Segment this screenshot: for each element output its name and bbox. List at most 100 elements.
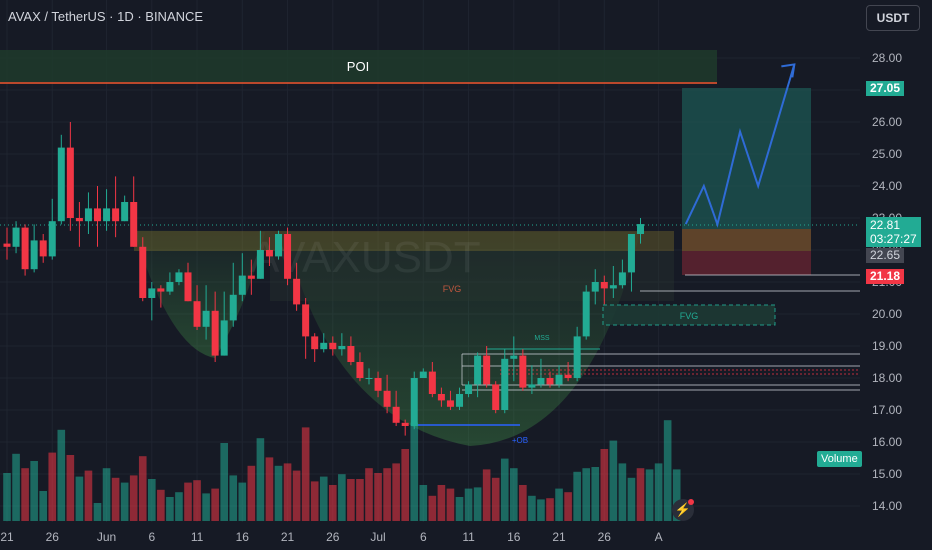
target-price-tag: 27.05	[866, 81, 905, 96]
candle-body	[229, 294, 237, 321]
volume-bar	[446, 488, 455, 521]
x-tick-label: 26	[598, 530, 612, 544]
volume-bar	[93, 503, 102, 521]
volume-bar	[654, 463, 663, 521]
volume-bar	[636, 468, 645, 521]
currency-button[interactable]: USDT	[866, 5, 920, 31]
volume-bar	[500, 458, 509, 521]
candle-body	[130, 202, 138, 247]
candle-body	[112, 208, 120, 222]
candle-body	[275, 234, 282, 257]
volume-bar	[202, 493, 210, 521]
x-tick-label: 6	[148, 530, 155, 544]
candle-body	[21, 227, 29, 270]
volume-bar	[672, 469, 681, 521]
volume-bar	[663, 420, 672, 521]
volume-bar	[609, 440, 618, 521]
y-tick-label: 18.00	[872, 371, 902, 385]
candle-body	[609, 285, 617, 289]
candle-body	[211, 310, 219, 356]
volume-bar	[184, 482, 192, 521]
candle-body	[627, 234, 635, 273]
x-tick-label: Jun	[97, 530, 116, 544]
x-tick-label: A	[655, 530, 663, 544]
fvg-small-label: FVG	[680, 311, 699, 321]
volume-bar	[220, 443, 228, 521]
volume-bar	[265, 457, 274, 521]
candle-body	[383, 390, 391, 407]
x-tick-label: 11	[191, 530, 204, 544]
candle-body	[446, 400, 454, 407]
volume-bar	[84, 470, 93, 521]
volume-bar	[455, 497, 464, 521]
volume-bar	[437, 485, 446, 521]
candle-body	[347, 346, 355, 362]
y-tick-label: 24.00	[872, 179, 902, 193]
candles	[3, 122, 644, 436]
candle-body	[75, 218, 83, 222]
volume-bar	[338, 474, 346, 521]
fvg-small-zone	[602, 304, 776, 326]
volume-bar	[21, 468, 29, 521]
candle-body	[293, 278, 301, 305]
volume-bar	[510, 468, 518, 521]
y-tick-label: 20.00	[872, 307, 902, 321]
y-tick-label: 17.00	[872, 403, 902, 417]
candle-body	[510, 355, 518, 359]
volume-bar	[329, 485, 337, 521]
volume-bar	[482, 469, 491, 521]
candle-body	[139, 246, 147, 298]
volume-bar	[120, 482, 129, 521]
zones-layer	[0, 50, 860, 446]
candle-body	[465, 384, 473, 394]
volume-bar	[537, 499, 545, 521]
candle-body	[220, 320, 228, 356]
time-axis[interactable]: 21 26 Jun 6 11 16 21 26 Jul 6 11 16 21 26 A	[0, 530, 662, 544]
volume-bar	[383, 468, 391, 521]
volume-bar	[247, 465, 256, 521]
lightning-icon[interactable]: ⚡	[672, 499, 694, 521]
volume-bar	[148, 479, 156, 521]
symbol-title[interactable]: AVAX / TetherUS · 1D · BINANCE	[8, 9, 204, 24]
target-zone	[682, 88, 811, 229]
volume-bar	[564, 492, 572, 521]
volume-bar	[546, 498, 554, 521]
y-tick-label: 28.00	[872, 51, 902, 65]
candle-body	[320, 342, 328, 350]
candle-body	[456, 394, 463, 407]
volume-label: Volume	[817, 451, 862, 467]
notification-dot	[688, 499, 694, 505]
candle-body	[39, 240, 47, 257]
volume-bar	[374, 473, 382, 521]
candle-body	[419, 371, 427, 378]
candle-body	[103, 208, 111, 222]
candle-body	[582, 291, 590, 337]
candle-body	[365, 378, 373, 379]
fvg-upper-label: FVG	[443, 284, 462, 294]
x-tick-label: 16	[236, 530, 250, 544]
ob-label: +OB	[512, 436, 528, 445]
x-tick-label: 11	[462, 530, 475, 544]
x-tick-label: 21	[0, 530, 14, 544]
y-tick-label: 25.00	[872, 147, 902, 161]
time-axis-bg	[0, 522, 932, 550]
candle-body	[564, 374, 572, 378]
volume-bar	[401, 449, 409, 521]
candle-body	[537, 378, 545, 385]
candle-body	[12, 227, 20, 247]
candle-body	[121, 202, 129, 222]
candle-body	[157, 288, 165, 292]
candle-body	[555, 374, 563, 385]
candle-body	[356, 362, 364, 378]
candle-body	[437, 394, 445, 401]
candle-body	[528, 384, 536, 388]
y-tick-label: 16.00	[872, 435, 902, 449]
volume-bar	[157, 489, 165, 521]
candle-body	[193, 301, 201, 327]
volume-bar	[600, 449, 609, 521]
volume-bar	[292, 470, 301, 521]
volume-bar	[573, 471, 581, 521]
volume-bar	[618, 463, 627, 521]
y-tick-label: 14.00	[872, 499, 902, 513]
